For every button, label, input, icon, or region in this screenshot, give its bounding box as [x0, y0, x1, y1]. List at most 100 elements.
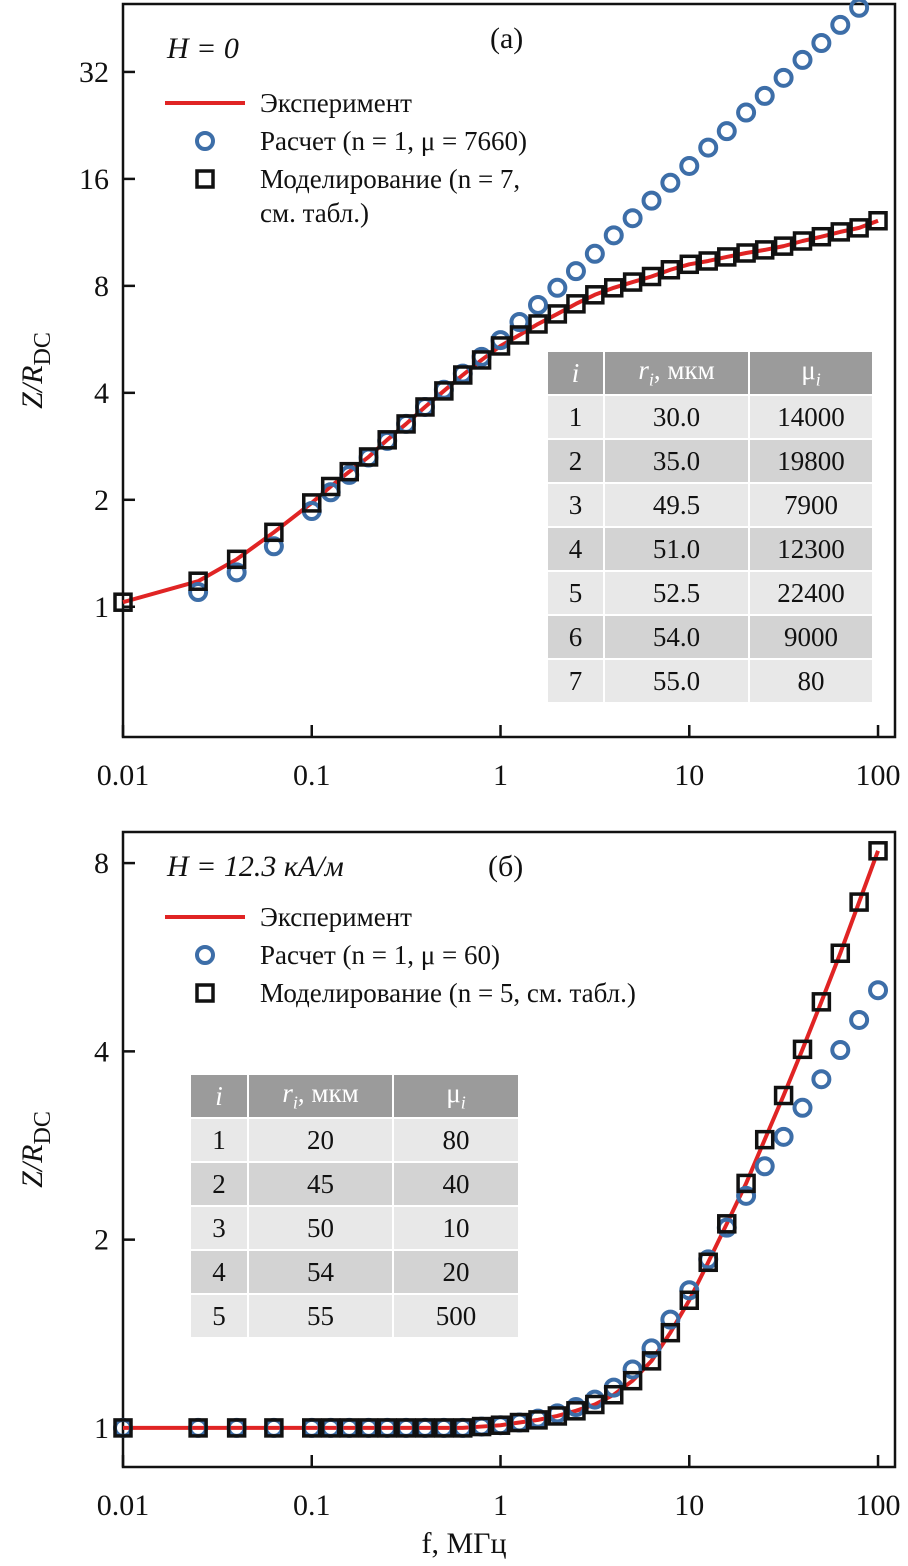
x-tick-label: 0.01 [97, 759, 150, 792]
square-marker [320, 1418, 341, 1438]
square-marker [415, 397, 435, 417]
square-marker [641, 1351, 662, 1371]
header-text: i [571, 357, 580, 388]
square-marker [528, 314, 548, 334]
table-cell: 52.5 [603, 571, 749, 616]
circle-marker [660, 1309, 681, 1330]
table-cell: 5 [189, 1294, 248, 1339]
table-row: 1 30.0 14000 [546, 395, 872, 440]
header-text: μ [446, 1078, 461, 1109]
square-marker [698, 1252, 718, 1273]
square-marker [264, 522, 284, 543]
y-tick-label: 8 [94, 270, 109, 303]
circle-marker [641, 1338, 662, 1359]
circle-marker [792, 49, 813, 70]
circle-marker [736, 102, 757, 123]
square-marker [434, 1418, 454, 1438]
circle-marker [528, 294, 549, 315]
circle-marker [754, 1156, 775, 1177]
square-marker [453, 365, 473, 385]
y-tick-label: 1 [94, 591, 109, 624]
table-cell: 30.0 [603, 395, 749, 440]
square-marker [566, 1401, 586, 1421]
square-marker [585, 285, 605, 305]
legend-square [195, 169, 215, 189]
y-tick-label: 2 [94, 484, 109, 517]
table-row: 2 45 40 [189, 1162, 518, 1207]
legend-circle [195, 131, 215, 151]
table-cell: 51.0 [603, 527, 749, 572]
circle-marker [622, 208, 643, 229]
square-marker [339, 1418, 360, 1438]
circle-marker [868, 980, 889, 1001]
table-row: 7 55.0 80 [546, 659, 872, 704]
square-marker [622, 272, 643, 292]
column-header: i [546, 352, 604, 396]
square-marker [415, 1418, 435, 1438]
square-marker [188, 1418, 208, 1438]
table-cell: 49.5 [603, 483, 749, 528]
table-cell: 54.0 [603, 615, 749, 660]
square-marker [622, 1370, 643, 1391]
circle-marker [830, 1040, 851, 1061]
y-tick-label: 4 [94, 377, 109, 410]
panel-label: (a) [490, 22, 523, 55]
table-cell: 7 [546, 659, 604, 704]
legend-label: Эксперимент [260, 88, 412, 118]
header-sub: i [648, 369, 654, 390]
circle-marker [773, 1126, 794, 1147]
square-marker [792, 1039, 813, 1060]
square-marker [754, 240, 775, 260]
circle-marker [849, 0, 870, 18]
annotation: H = 0 [166, 32, 239, 65]
header-text: i [215, 1080, 223, 1111]
square-marker [226, 1418, 247, 1438]
y-axis-label: Z/RDC [16, 1111, 56, 1188]
square-marker [471, 1416, 492, 1437]
table-cell: 500 [392, 1294, 518, 1339]
table-row: 1 20 80 [189, 1118, 518, 1163]
y-label-sub: DC [30, 1111, 56, 1144]
circle-marker [773, 67, 794, 88]
circle-marker [679, 1280, 700, 1301]
circle-marker [716, 121, 737, 142]
table-cell: 35.0 [603, 439, 749, 484]
square-marker [490, 1415, 511, 1435]
x-tick-label: 0.01 [97, 1489, 150, 1522]
table-cell: 9000 [748, 615, 872, 660]
circle-marker [811, 1069, 832, 1090]
square-marker [849, 218, 869, 238]
square-marker [641, 266, 662, 287]
square-marker [377, 1418, 397, 1438]
column-header: μi [392, 1075, 518, 1119]
square-marker [226, 549, 247, 570]
square-marker [471, 350, 492, 370]
square-marker [717, 247, 737, 267]
header-sub: i [815, 369, 821, 390]
param-table: i ri, мкм μi 1 20 80 2 45 40 3 50 10 4 54 20 5 55 500 [189, 1075, 518, 1339]
legend-square [195, 983, 215, 1003]
table-cell: 14000 [748, 395, 872, 440]
legend-item: Моделирование (n = 5, см. табл.) [160, 976, 820, 1010]
x-tick-label: 0.1 [293, 1489, 331, 1522]
y-label-main: Z/R [16, 1144, 49, 1187]
square-marker [679, 254, 700, 275]
x-axis-label: f, МГц [421, 1527, 506, 1560]
circle-marker [603, 225, 624, 246]
header-sub: i [460, 1092, 466, 1113]
table-row: 4 51.0 12300 [546, 527, 872, 572]
y-tick-label: 1 [94, 1412, 109, 1445]
legend-symbol [195, 983, 215, 1003]
y-tick-label: 32 [79, 56, 109, 89]
square-marker [811, 226, 832, 247]
table-row: 2 35.0 19800 [546, 439, 872, 484]
table-cell: 45 [247, 1162, 393, 1207]
table-cell: 55 [247, 1294, 393, 1339]
circle-marker [263, 536, 284, 557]
table-cell: 12300 [748, 527, 872, 572]
table-cell: 80 [748, 659, 872, 704]
table-cell: 2 [189, 1162, 248, 1207]
table-cell: 4 [546, 527, 604, 572]
